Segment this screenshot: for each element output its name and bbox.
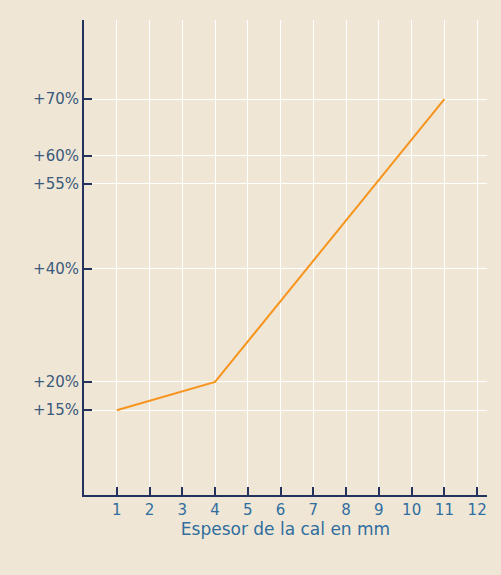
svg-text:+15%: +15% (33, 401, 79, 419)
svg-text:5: 5 (243, 501, 253, 519)
svg-text:3: 3 (178, 501, 188, 519)
svg-text:2: 2 (145, 501, 155, 519)
svg-text:+20%: +20% (33, 373, 79, 391)
svg-text:10: 10 (402, 501, 421, 519)
svg-text:8: 8 (341, 501, 351, 519)
svg-text:+60%: +60% (33, 147, 79, 165)
svg-text:+55%: +55% (33, 175, 79, 193)
svg-text:11: 11 (435, 501, 454, 519)
svg-text:9: 9 (374, 501, 384, 519)
svg-text:7: 7 (309, 501, 319, 519)
svg-text:1: 1 (112, 501, 122, 519)
svg-text:6: 6 (276, 501, 286, 519)
svg-text:Espesor de la cal en mm: Espesor de la cal en mm (181, 519, 390, 539)
svg-text:12: 12 (468, 501, 487, 519)
svg-text:+40%: +40% (33, 260, 79, 278)
svg-text:4: 4 (210, 501, 220, 519)
svg-text:+70%: +70% (33, 90, 79, 108)
